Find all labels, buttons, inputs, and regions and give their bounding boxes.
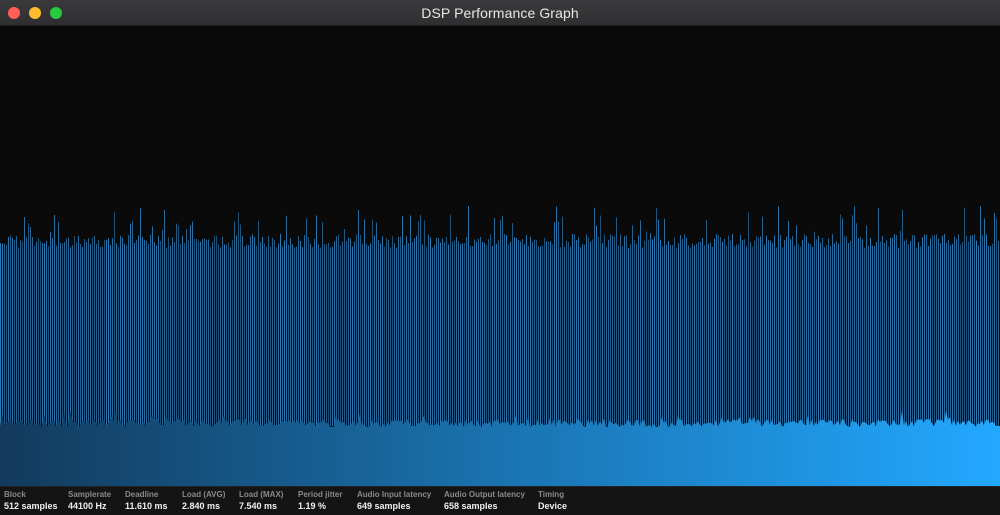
stat-value: 512 samples — [4, 501, 58, 511]
minimize-window-button[interactable] — [29, 7, 41, 19]
stat-deadline: Deadline 11.610 ms — [125, 490, 168, 513]
stat-block: Block 512 samples — [4, 490, 58, 513]
stat-value: 2.840 ms — [182, 501, 221, 511]
stat-value: Device — [538, 501, 568, 511]
stat-label: Load (MAX) — [239, 490, 284, 499]
stat-value: 1.19 % — [298, 501, 327, 511]
stat-value: 44100 Hz — [68, 501, 107, 511]
window-title: DSP Performance Graph — [421, 5, 579, 21]
stat-timing: Timing Device — [538, 490, 567, 513]
stat-label: Block — [4, 490, 26, 499]
stat-label: Load (AVG) — [182, 490, 226, 499]
stat-value: 658 samples — [444, 501, 498, 511]
stat-label: Period jitter — [298, 490, 343, 499]
stat-audio-output-latency: Audio Output latency 658 samples — [444, 490, 525, 513]
stat-samplerate: Samplerate 44100 Hz — [68, 490, 111, 513]
stat-label: Timing — [538, 490, 565, 499]
status-bar: Block 512 samples Samplerate 44100 Hz De… — [0, 486, 1000, 515]
stat-label: Samplerate — [68, 490, 112, 499]
stat-audio-input-latency: Audio Input latency 649 samples — [357, 490, 431, 513]
stat-period-jitter: Period jitter 1.19 % — [298, 490, 342, 513]
close-window-button[interactable] — [8, 7, 20, 19]
stat-label: Audio Input latency — [357, 490, 432, 499]
stat-label: Audio Output latency — [444, 490, 525, 499]
graph-canvas — [0, 206, 1000, 486]
title-bar[interactable]: DSP Performance Graph — [0, 0, 1000, 26]
dsp-performance-graph — [0, 26, 1000, 486]
stat-value: 649 samples — [357, 501, 411, 511]
stat-value: 11.610 ms — [125, 501, 168, 511]
load-avg-area — [0, 410, 1000, 486]
zoom-window-button[interactable] — [50, 7, 62, 19]
stat-label: Deadline — [125, 490, 159, 499]
stat-value: 7.540 ms — [239, 501, 278, 511]
stat-load-max: Load (MAX) 7.540 ms — [239, 490, 283, 513]
load-max-spikes — [0, 206, 999, 426]
stat-load-avg: Load (AVG) 2.840 ms — [182, 490, 225, 513]
